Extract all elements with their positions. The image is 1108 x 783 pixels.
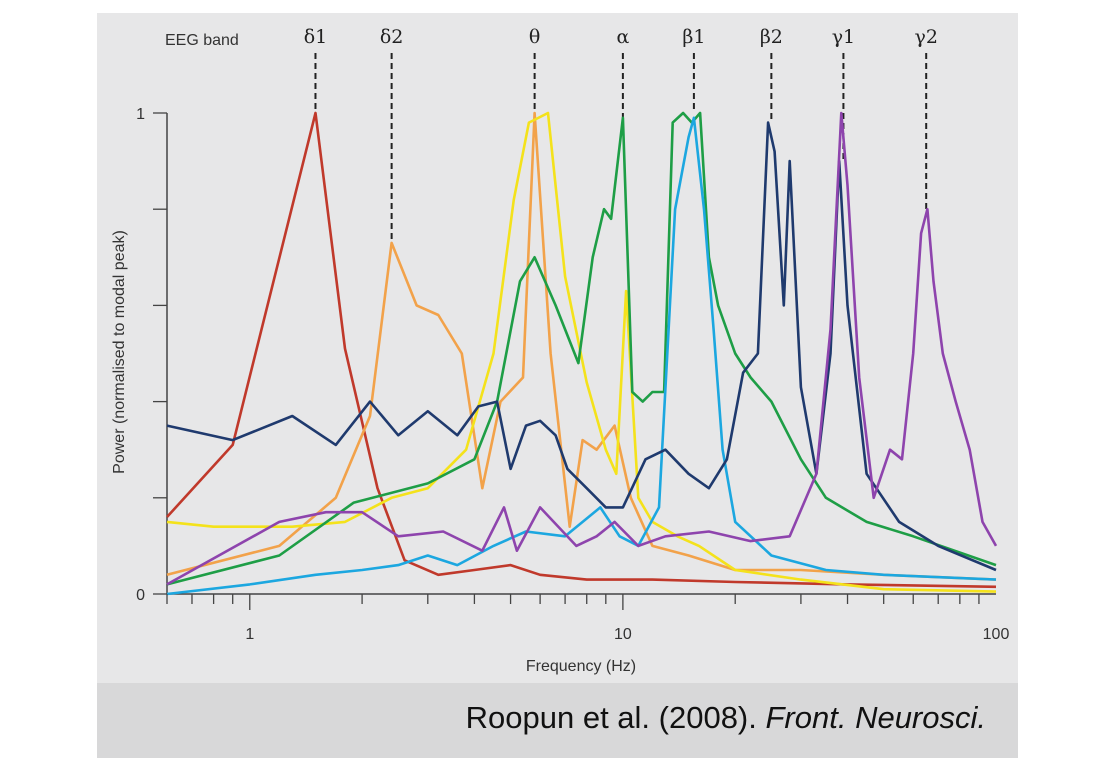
y-tick-label: 1: [136, 106, 145, 123]
y-tick-label: 0: [136, 587, 145, 604]
band-header-label: EEG band: [165, 32, 239, 49]
band-label: β2: [760, 26, 783, 48]
x-axis-title: Frequency (Hz): [526, 658, 636, 675]
series-line-delta2: [166, 111, 997, 581]
y-axis-title: Power (normalised to modal peak): [111, 230, 128, 474]
x-tick-label: 10: [614, 626, 632, 643]
citation: Roopun et al. (2008). Front. Neurosci.: [466, 700, 986, 736]
band-label: γ2: [914, 26, 937, 48]
citation-journal: Front. Neurosci.: [765, 700, 986, 735]
series-line-gamma1: [166, 111, 998, 586]
series-line-theta: [166, 111, 997, 593]
series-line-alpha: [166, 111, 997, 586]
x-tick-label: 1: [245, 626, 254, 643]
citation-bar: [97, 683, 1018, 758]
band-label: α: [616, 26, 629, 48]
band-label: θ: [529, 26, 540, 48]
band-label: δ2: [380, 26, 404, 48]
x-tick-label: 100: [983, 626, 1010, 643]
band-label: β1: [682, 26, 705, 48]
series-line-beta2: [166, 121, 997, 572]
series-line-delta1: [166, 111, 997, 589]
band-label: γ1: [832, 26, 855, 48]
band-label: δ1: [304, 26, 328, 48]
citation-authors: Roopun et al. (2008).: [465, 700, 766, 735]
figure-panel: [97, 13, 1018, 758]
